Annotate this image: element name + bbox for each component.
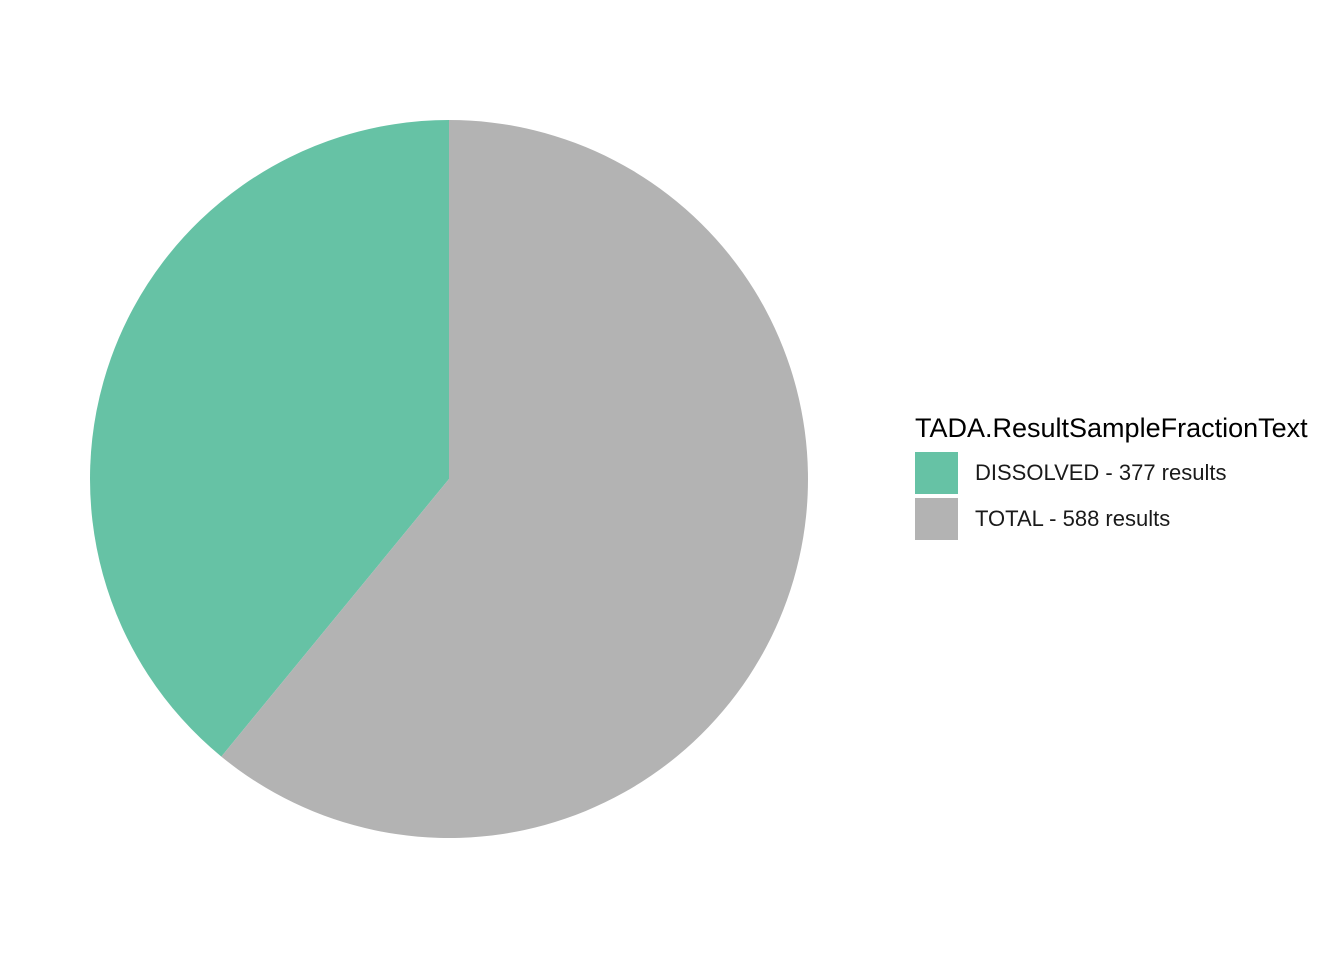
- pie-slice-total: [221, 120, 808, 838]
- legend-item-dissolved: DISSOLVED - 377 results: [915, 450, 1344, 496]
- pie-chart: [90, 120, 808, 838]
- pie-slice-dissolved: [90, 120, 450, 757]
- legend-item-total: TOTAL - 588 results: [915, 496, 1344, 542]
- legend-swatch-total: [915, 498, 958, 540]
- legend-title: TADA.ResultSampleFractionText: [915, 413, 1308, 443]
- legend-label-dissolved: DISSOLVED - 377 results: [975, 460, 1227, 485]
- legend: TADA.ResultSampleFractionText DISSOLVED …: [915, 410, 1344, 542]
- legend-label-total: TOTAL - 588 results: [975, 506, 1171, 531]
- legend-swatch-dissolved: [915, 452, 958, 494]
